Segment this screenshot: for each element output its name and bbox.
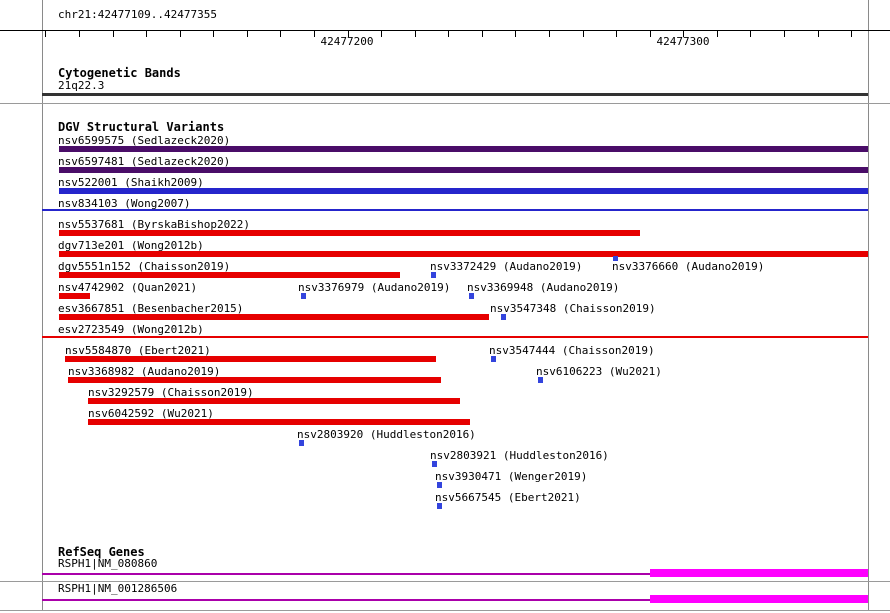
- variant-label: nsv834103 (Wong2007): [58, 197, 191, 210]
- variant-label: nsv6106223 (Wu2021): [536, 365, 662, 378]
- variant-label: nsv4742902 (Quan2021): [58, 281, 198, 294]
- ruler-tick: [213, 31, 215, 37]
- ruler-tick: [515, 31, 517, 37]
- variant-bar[interactable]: [59, 251, 868, 257]
- cytoband-bar[interactable]: [42, 93, 868, 96]
- ruler-tick: [146, 31, 148, 37]
- variant-point[interactable]: [299, 440, 304, 446]
- variant-point[interactable]: [437, 503, 442, 509]
- panel-bottom-line: [0, 610, 890, 611]
- variant-label: esv2723549 (Wong2012b): [58, 323, 204, 336]
- ruler-tick: [783, 31, 785, 37]
- ruler-coordinate-label: 42477200: [320, 35, 374, 48]
- variant-point[interactable]: [301, 293, 306, 299]
- ruler-tick: [112, 31, 114, 37]
- variant-label: nsv3930471 (Wenger2019): [435, 470, 588, 483]
- gene-intron-line[interactable]: [42, 573, 868, 575]
- ruler-tick: [649, 31, 651, 37]
- ruler-tick: [548, 31, 550, 37]
- ruler-tick: [716, 31, 718, 37]
- variant-bar[interactable]: [88, 419, 470, 425]
- variant-point[interactable]: [538, 377, 543, 383]
- variant-bar[interactable]: [59, 167, 868, 173]
- variant-label: nsv5537681 (ByrskaBishop2022): [58, 218, 251, 231]
- ruler-tick: [817, 31, 819, 37]
- gene-label: RSPH1|NM_080860: [58, 557, 158, 570]
- ruler-tick: [179, 31, 181, 37]
- ruler-tick: [381, 31, 383, 37]
- ruler-tick: [851, 31, 853, 37]
- variant-point[interactable]: [469, 293, 474, 299]
- gene-label: RSPH1|NM_001286506: [58, 582, 178, 595]
- variant-bar[interactable]: [42, 336, 868, 338]
- variant-point[interactable]: [501, 314, 506, 320]
- variant-label: nsv6597481 (Sedlazeck2020): [58, 155, 231, 168]
- ruler-axis-line: [0, 30, 890, 31]
- track-separator: [0, 581, 890, 582]
- variant-point[interactable]: [491, 356, 496, 362]
- variant-bar[interactable]: [59, 272, 400, 278]
- gene-exon-bar[interactable]: [650, 595, 868, 603]
- variant-label: nsv2803920 (Huddleston2016): [297, 428, 476, 441]
- ruler-tick: [313, 31, 315, 37]
- variant-label: nsv6042592 (Wu2021): [88, 407, 214, 420]
- variant-label: nsv3376979 (Audano2019): [298, 281, 451, 294]
- ruler-tick: [750, 31, 752, 37]
- region-coordinates: chr21:42477109..42477355: [58, 8, 217, 21]
- ruler-tick: [347, 31, 349, 37]
- ruler-tick: [683, 31, 685, 37]
- variant-label: nsv522001 (Shaikh2009): [58, 176, 204, 189]
- variant-bar[interactable]: [42, 209, 868, 211]
- ruler-tick: [280, 31, 282, 37]
- ruler-tick: [414, 31, 416, 37]
- ruler-tick: [481, 31, 483, 37]
- variant-label: nsv3376660 (Audano2019): [612, 260, 765, 273]
- variant-label: nsv6599575 (Sedlazeck2020): [58, 134, 231, 147]
- variant-bar[interactable]: [65, 356, 436, 362]
- variant-label: dgv713e201 (Wong2012b): [58, 239, 204, 252]
- variant-label: esv3667851 (Besenbacher2015): [58, 302, 244, 315]
- variant-label: nsv3372429 (Audano2019): [430, 260, 583, 273]
- cytoband-label: 21q22.3: [58, 79, 105, 92]
- variant-label: nsv2803921 (Huddleston2016): [430, 449, 609, 462]
- variant-label: nsv3368982 (Audano2019): [68, 365, 221, 378]
- variant-label: nsv3292579 (Chaisson2019): [88, 386, 254, 399]
- variant-point[interactable]: [431, 272, 436, 278]
- variant-point[interactable]: [613, 256, 618, 261]
- variant-point[interactable]: [437, 482, 442, 488]
- variant-label: nsv5667545 (Ebert2021): [435, 491, 581, 504]
- variant-label: dgv5551n152 (Chaisson2019): [58, 260, 231, 273]
- section-title-dgv-structural-variants: DGV Structural Variants: [58, 120, 225, 134]
- variant-bar[interactable]: [59, 293, 90, 299]
- ruler-tick: [246, 31, 248, 37]
- variant-bar[interactable]: [68, 377, 441, 383]
- track-separator: [0, 103, 890, 104]
- variant-bar[interactable]: [59, 314, 489, 320]
- gene-exon-bar[interactable]: [650, 569, 868, 577]
- ruler-tick: [45, 31, 47, 37]
- view-boundary-left-line: [42, 0, 43, 611]
- variant-bar[interactable]: [88, 398, 460, 404]
- variant-label: nsv3547348 (Chaisson2019): [490, 302, 656, 315]
- variant-label: nsv3547444 (Chaisson2019): [489, 344, 655, 357]
- ruler-tick: [448, 31, 450, 37]
- variant-label: nsv5584870 (Ebert2021): [65, 344, 211, 357]
- ruler-tick: [616, 31, 618, 37]
- variant-bar[interactable]: [59, 188, 868, 194]
- variant-point[interactable]: [432, 461, 437, 467]
- gene-intron-line[interactable]: [42, 599, 868, 601]
- view-boundary-right-line: [868, 0, 869, 611]
- section-title-cytogenetic-bands: Cytogenetic Bands: [58, 66, 181, 80]
- variant-label: nsv3369948 (Audano2019): [467, 281, 620, 294]
- variant-bar[interactable]: [59, 230, 640, 236]
- variant-bar[interactable]: [59, 146, 868, 152]
- section-title-refseq-genes: RefSeq Genes: [58, 545, 145, 559]
- ruler-coordinate-label: 42477300: [656, 35, 710, 48]
- ruler-tick: [582, 31, 584, 37]
- ruler-tick: [78, 31, 80, 37]
